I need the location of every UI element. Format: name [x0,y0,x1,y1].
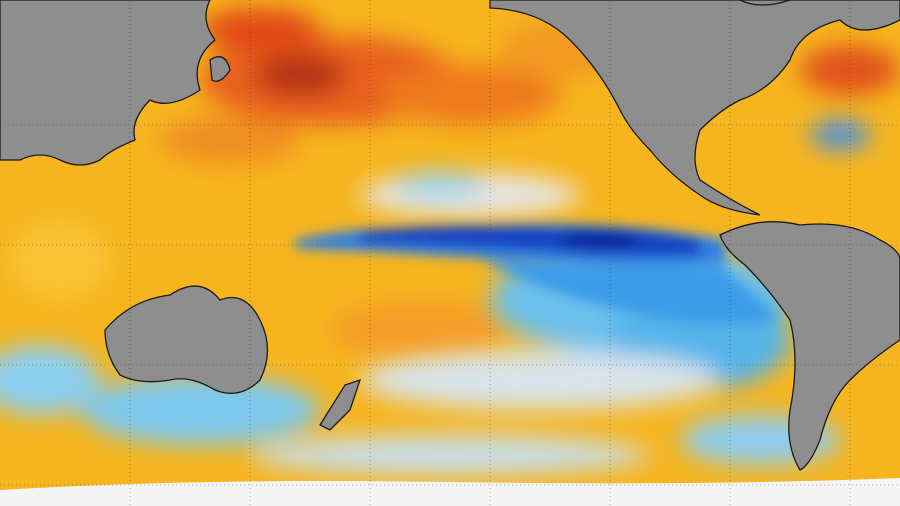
asia [0,0,216,166]
north-america [489,0,900,216]
warm-anomalies [10,8,900,360]
land [0,0,900,471]
japan [209,56,231,82]
south-america [719,221,900,471]
australia [104,285,269,394]
greenland-edge [739,0,791,6]
new-zealand [319,378,362,431]
